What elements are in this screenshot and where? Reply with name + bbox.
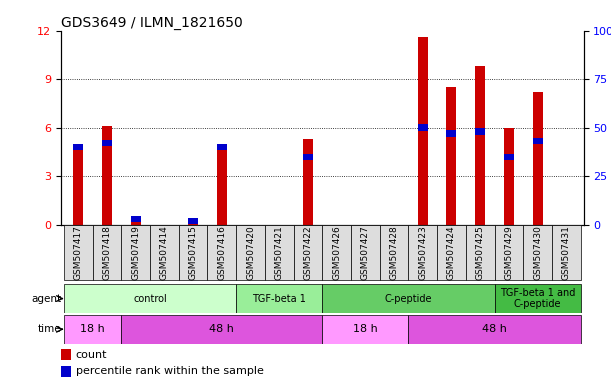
Bar [408,225,437,280]
Bar [466,225,494,280]
Bar [323,284,494,313]
Bar [303,154,313,160]
Bar [73,144,83,150]
Text: GSM507423: GSM507423 [419,225,427,280]
Bar [102,126,112,225]
Bar [523,225,552,280]
Bar [294,225,323,280]
Text: 18 h: 18 h [353,324,378,334]
Bar [93,225,122,280]
Text: GSM507431: GSM507431 [562,225,571,280]
Bar [188,222,198,225]
Bar [61,349,70,360]
Bar [64,315,122,344]
Bar [504,129,514,225]
Text: GSM507416: GSM507416 [218,225,226,280]
Text: GSM507430: GSM507430 [533,225,542,280]
Bar [122,225,150,280]
Bar [447,130,456,137]
Text: TGF-beta 1: TGF-beta 1 [252,293,306,304]
Text: GSM507429: GSM507429 [504,225,513,280]
Bar [236,284,323,313]
Bar [150,225,179,280]
Bar [351,225,379,280]
Bar [475,128,485,135]
Bar [379,225,408,280]
Text: GSM507418: GSM507418 [103,225,112,280]
Text: GSM507417: GSM507417 [74,225,83,280]
Bar [494,284,580,313]
Bar [494,225,523,280]
Text: GSM507420: GSM507420 [246,225,255,280]
Text: GDS3649 / ILMN_1821650: GDS3649 / ILMN_1821650 [61,16,243,30]
Bar [323,225,351,280]
Bar [552,225,580,280]
Text: 48 h: 48 h [210,324,234,334]
Bar [303,139,313,225]
Text: C-peptide: C-peptide [385,293,432,304]
Text: agent: agent [31,293,61,304]
Bar [73,147,83,225]
Text: GSM507422: GSM507422 [304,225,312,280]
Bar [61,366,70,377]
Bar [447,87,456,225]
Text: GSM507414: GSM507414 [160,225,169,280]
Bar [236,225,265,280]
Bar [533,92,543,225]
Bar [437,225,466,280]
Bar [64,225,93,280]
Bar [217,147,227,225]
Bar [265,225,294,280]
Bar [188,217,198,224]
Bar [217,144,227,150]
Text: time: time [38,324,61,334]
Bar [208,225,236,280]
Text: GSM507426: GSM507426 [332,225,341,280]
Text: TGF-beta 1 and
C-peptide: TGF-beta 1 and C-peptide [500,288,576,310]
Text: 48 h: 48 h [482,324,507,334]
Text: control: control [133,293,167,304]
Text: GSM507419: GSM507419 [131,225,141,280]
Bar [64,284,236,313]
Bar [504,154,514,160]
Bar [323,315,408,344]
Text: GSM507421: GSM507421 [275,225,284,280]
Bar [418,37,428,225]
Text: percentile rank within the sample: percentile rank within the sample [76,366,263,376]
Text: 18 h: 18 h [80,324,105,334]
Text: GSM507428: GSM507428 [390,225,398,280]
Text: GSM507415: GSM507415 [189,225,197,280]
Text: count: count [76,349,107,359]
Text: GSM507427: GSM507427 [361,225,370,280]
Bar [179,225,208,280]
Bar [122,315,323,344]
Bar [131,215,141,222]
Bar [131,221,141,225]
Bar [533,138,543,144]
Bar [102,140,112,146]
Text: GSM507424: GSM507424 [447,225,456,280]
Text: GSM507425: GSM507425 [476,225,485,280]
Bar [418,124,428,131]
Bar [475,66,485,225]
Bar [408,315,580,344]
